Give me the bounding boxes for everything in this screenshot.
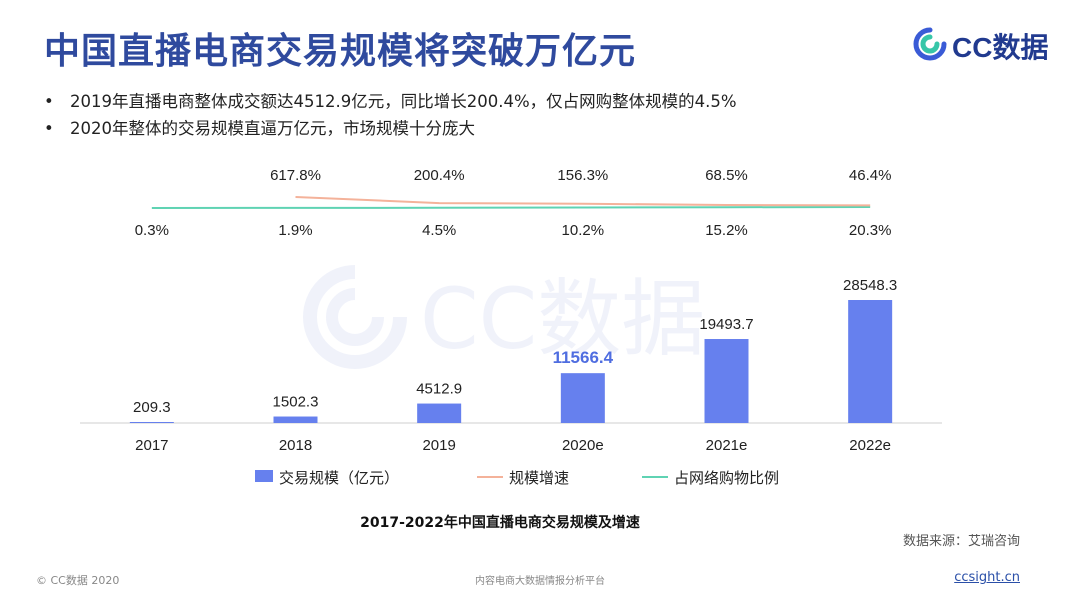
growth-rate-label: 617.8% bbox=[270, 167, 321, 184]
footer-copyright: © CC数据 2020 bbox=[36, 574, 120, 587]
legend-share-label: 占网络购物比例 bbox=[674, 470, 779, 487]
bullet-dot-icon: • bbox=[44, 119, 54, 138]
chart-legend: 交易规模（亿元） 规模增速 占网络购物比例 bbox=[255, 469, 779, 487]
bar-value-label: 4512.9 bbox=[416, 381, 462, 398]
online-share-label: 1.9% bbox=[278, 222, 312, 239]
bar-value-label: 209.3 bbox=[133, 399, 171, 416]
online-share-line bbox=[151, 206, 871, 209]
x-tick-label: 2018 bbox=[279, 437, 312, 454]
x-tick-label: 2017 bbox=[135, 437, 168, 454]
x-tick-label: 2022e bbox=[849, 437, 891, 454]
bar-value-label: 11566.4 bbox=[553, 348, 614, 367]
bullet-dot-icon: • bbox=[44, 92, 54, 111]
online-share-label: 15.2% bbox=[705, 222, 748, 239]
bar-layer bbox=[80, 300, 942, 424]
online-share-label: 20.3% bbox=[849, 222, 892, 239]
data-source: 数据来源：艾瑞咨询 bbox=[902, 534, 1020, 549]
footer-platform: 内容电商大数据情报分析平台 bbox=[475, 576, 605, 587]
online-share-label: 10.2% bbox=[562, 222, 605, 239]
legend-growth-label: 规模增速 bbox=[509, 470, 569, 487]
bar-value-label: 28548.3 bbox=[843, 277, 897, 294]
growth-rate-label: 156.3% bbox=[557, 167, 608, 184]
bar-2018 bbox=[273, 416, 318, 423]
brand-logo-text: CC数据 bbox=[952, 32, 1049, 63]
online-share-label: 0.3% bbox=[135, 222, 169, 239]
summary-bullets: • 2019年直播电商整体成交额达4512.9亿元，同比增长200.4%，仅占网购… bbox=[44, 88, 737, 142]
bar-2019 bbox=[417, 403, 462, 423]
watermark: CC数据 bbox=[303, 265, 705, 369]
bullet-text: 2019年直播电商整体成交额达4512.9亿元，同比增长200.4%，仅占网购整… bbox=[70, 92, 737, 111]
legend-bar-label: 交易规模（亿元） bbox=[279, 469, 399, 487]
x-tick-label: 2020e bbox=[562, 437, 604, 454]
bar-2021e bbox=[704, 339, 749, 423]
bullet-text: 2020年整体的交易规模直逼万亿元，市场规模十分庞大 bbox=[70, 119, 475, 138]
watermark-text: CC数据 bbox=[420, 270, 705, 368]
share-line-layer: 0.3% 1.9% 4.5% 10.2% 15.2% 20.3% bbox=[135, 206, 892, 239]
brand-logo: CC数据 bbox=[912, 24, 1052, 64]
growth-line-layer: 617.8% 200.4% 156.3% 68.5% 46.4% bbox=[270, 167, 892, 207]
page-title: 中国直播电商交易规模将突破万亿元 bbox=[44, 31, 637, 72]
growth-rate-label: 46.4% bbox=[849, 167, 892, 184]
chart-title: 2017-2022年中国直播电商交易规模及增速 bbox=[360, 515, 640, 531]
bar-value-label: 19493.7 bbox=[699, 316, 753, 333]
bar-2017 bbox=[129, 422, 174, 423]
label-layer: 209.3 2017 1502.3 2018 4512.9 2019 11566.4 2020… bbox=[133, 277, 897, 454]
growth-rate-label: 200.4% bbox=[414, 167, 465, 184]
bar-2022e bbox=[848, 300, 893, 423]
bar-value-label: 1502.3 bbox=[273, 394, 319, 411]
growth-rate-line bbox=[295, 196, 871, 207]
online-share-label: 4.5% bbox=[422, 222, 456, 239]
footer-url[interactable]: ccsight.cn bbox=[954, 570, 1020, 585]
bullet-item: • 2019年直播电商整体成交额达4512.9亿元，同比增长200.4%，仅占网购… bbox=[44, 88, 737, 115]
legend-bar-swatch bbox=[255, 470, 273, 482]
x-tick-label: 2021e bbox=[706, 437, 748, 454]
x-tick-label: 2019 bbox=[422, 437, 455, 454]
bar-2020e bbox=[560, 373, 605, 423]
brand-logo-icon bbox=[913, 27, 947, 61]
growth-rate-label: 68.5% bbox=[705, 167, 748, 184]
bullet-item: • 2020年整体的交易规模直逼万亿元，市场规模十分庞大 bbox=[44, 115, 737, 142]
